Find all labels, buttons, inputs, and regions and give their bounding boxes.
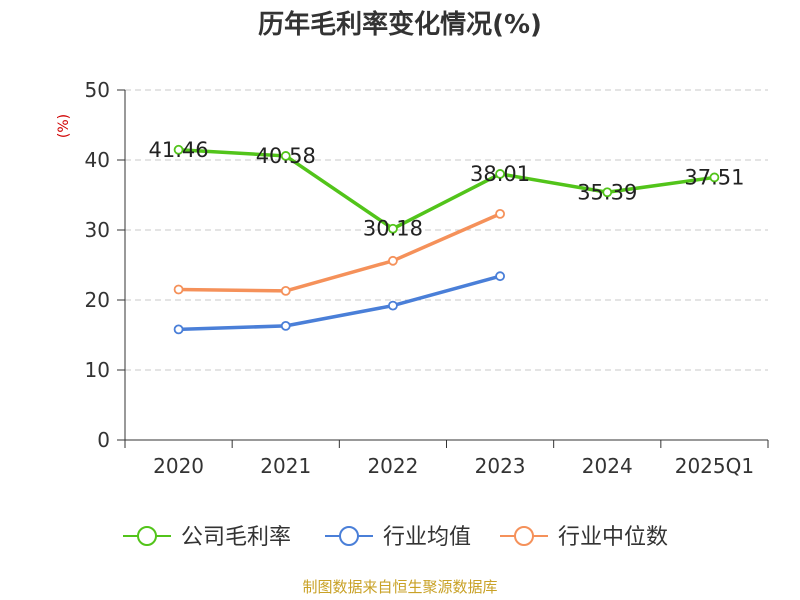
- x-tick-label: 2023: [475, 454, 526, 478]
- y-axis-label: (%): [56, 114, 72, 138]
- y-tick-label: 30: [85, 218, 110, 242]
- data-label: 37.51: [684, 165, 744, 189]
- legend-marker: [137, 526, 157, 546]
- data-point: [388, 255, 398, 266]
- data-label: 40.58: [256, 144, 316, 168]
- data-point: [388, 223, 398, 234]
- data-point: [280, 320, 291, 331]
- x-tick-label: 2025Q1: [675, 454, 754, 478]
- x-tick-label: 2024: [582, 454, 633, 478]
- data-point: [173, 324, 184, 335]
- data-point: [709, 172, 720, 183]
- series-line: [178, 212, 501, 293]
- y-tick-label: 0: [97, 428, 110, 452]
- legend-label: 公司毛利率: [181, 525, 291, 550]
- source-note: 制图数据来自恒生聚源数据库: [302, 578, 498, 596]
- y-tick-label: 50: [85, 78, 110, 102]
- data-point: [173, 144, 184, 155]
- data-label: 35.39: [577, 180, 637, 204]
- legend-marker: [339, 526, 359, 546]
- data-label: 41.46: [149, 138, 209, 162]
- legend-label: 行业均值: [383, 525, 471, 550]
- data-point: [495, 208, 505, 219]
- x-tick-label: 2021: [260, 454, 311, 478]
- data-point: [280, 285, 291, 296]
- series-line: [178, 274, 501, 332]
- series-line: [178, 148, 715, 231]
- chart-title: 历年毛利率变化情况(%): [258, 10, 542, 40]
- y-tick-label: 20: [85, 288, 110, 312]
- x-tick-label: 2020: [153, 454, 204, 478]
- data-label: 38.01: [470, 162, 530, 186]
- data-point: [173, 284, 184, 295]
- data-point: [495, 169, 505, 179]
- data-label: 30.18: [363, 217, 423, 241]
- x-tick-label: 2022: [367, 454, 418, 478]
- y-tick-label: 10: [85, 358, 110, 382]
- legend-marker: [514, 526, 534, 546]
- data-point: [280, 151, 291, 161]
- data-point: [602, 187, 613, 198]
- y-tick-label: 40: [85, 148, 110, 172]
- data-point: [388, 300, 398, 311]
- data-point: [495, 271, 505, 282]
- legend-label: 行业中位数: [558, 525, 668, 550]
